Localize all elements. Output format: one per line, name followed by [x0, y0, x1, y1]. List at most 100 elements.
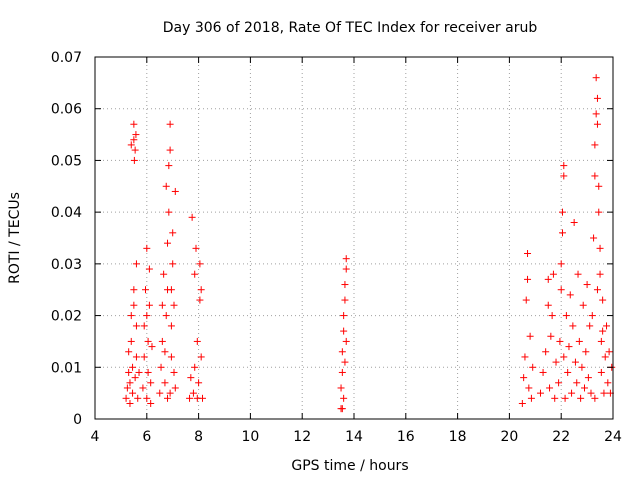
x-tick-label: 8 [194, 429, 203, 445]
data-point [126, 379, 134, 387]
data-point [170, 301, 178, 309]
data-point [340, 312, 348, 320]
data-point [536, 389, 544, 397]
data-point [161, 348, 169, 356]
data-point [125, 368, 133, 376]
data-point [340, 394, 348, 402]
data-point [524, 250, 532, 258]
data-point [552, 358, 560, 366]
data-point [161, 379, 169, 387]
data-point [586, 322, 594, 330]
data-point [166, 389, 174, 397]
data-point [596, 244, 604, 252]
data-point [593, 286, 601, 294]
data-point [601, 353, 609, 361]
data-point [564, 368, 572, 376]
data-point [131, 374, 139, 382]
data-point [166, 120, 174, 128]
data-point [148, 343, 156, 351]
data-point [127, 312, 135, 320]
y-tick-label: 0.06 [51, 102, 82, 118]
data-point [521, 353, 529, 361]
x-tick-label: 22 [552, 429, 570, 445]
data-points [122, 74, 616, 413]
data-point [584, 374, 592, 382]
data-point [526, 332, 534, 340]
data-point [122, 394, 130, 402]
data-point [551, 394, 559, 402]
data-point [164, 239, 172, 247]
y-axis-label: ROTI / TECUs [7, 192, 23, 284]
data-point [560, 172, 568, 180]
data-point [126, 399, 134, 407]
data-point [169, 229, 177, 237]
data-point [599, 296, 607, 304]
data-point [188, 213, 196, 221]
data-point [566, 291, 574, 299]
data-point [575, 337, 583, 345]
data-point [338, 405, 346, 413]
x-tick-label: 12 [293, 429, 311, 445]
data-point [130, 156, 138, 164]
data-point [556, 337, 564, 345]
data-point [557, 286, 565, 294]
x-tick-label: 14 [345, 429, 363, 445]
data-point [587, 389, 595, 397]
data-point [143, 394, 151, 402]
data-point [555, 379, 563, 387]
data-point [560, 162, 568, 170]
data-point [548, 312, 556, 320]
data-point [340, 327, 348, 335]
data-point [592, 74, 600, 82]
x-tick-label: 10 [241, 429, 259, 445]
data-point [160, 270, 168, 278]
data-point [186, 394, 194, 402]
data-point [192, 244, 200, 252]
data-point [135, 368, 143, 376]
data-point [143, 312, 151, 320]
data-point [571, 358, 579, 366]
data-point [145, 265, 153, 273]
data-point [542, 348, 550, 356]
data-point [132, 322, 140, 330]
data-point [162, 312, 170, 320]
data-point [561, 394, 569, 402]
data-point [123, 384, 131, 392]
data-point [582, 348, 590, 356]
y-tick-label: 0.01 [51, 360, 82, 376]
data-point [529, 363, 537, 371]
axis-ticks [94, 56, 614, 420]
data-point [342, 265, 350, 273]
data-point [125, 348, 133, 356]
data-point [595, 208, 603, 216]
data-point [132, 353, 140, 361]
data-point [337, 384, 345, 392]
data-point [198, 394, 206, 402]
data-point [167, 322, 175, 330]
data-point [591, 172, 599, 180]
data-point [578, 363, 586, 371]
data-point [165, 162, 173, 170]
data-point [603, 322, 611, 330]
data-point [130, 286, 138, 294]
data-point [193, 337, 201, 345]
data-point [127, 337, 135, 345]
data-point [147, 399, 155, 407]
data-point [341, 296, 349, 304]
data-point [134, 394, 142, 402]
data-point [196, 296, 204, 304]
data-point [592, 110, 600, 118]
data-point [196, 260, 204, 268]
data-point [191, 363, 199, 371]
grid [95, 57, 613, 419]
data-point [171, 384, 179, 392]
x-tick-label: 4 [91, 429, 100, 445]
data-point [132, 131, 140, 139]
data-point [579, 301, 587, 309]
data-point [170, 368, 178, 376]
data-point [165, 208, 173, 216]
data-point [547, 332, 555, 340]
data-point [145, 301, 153, 309]
data-point [581, 384, 589, 392]
data-point [527, 394, 535, 402]
